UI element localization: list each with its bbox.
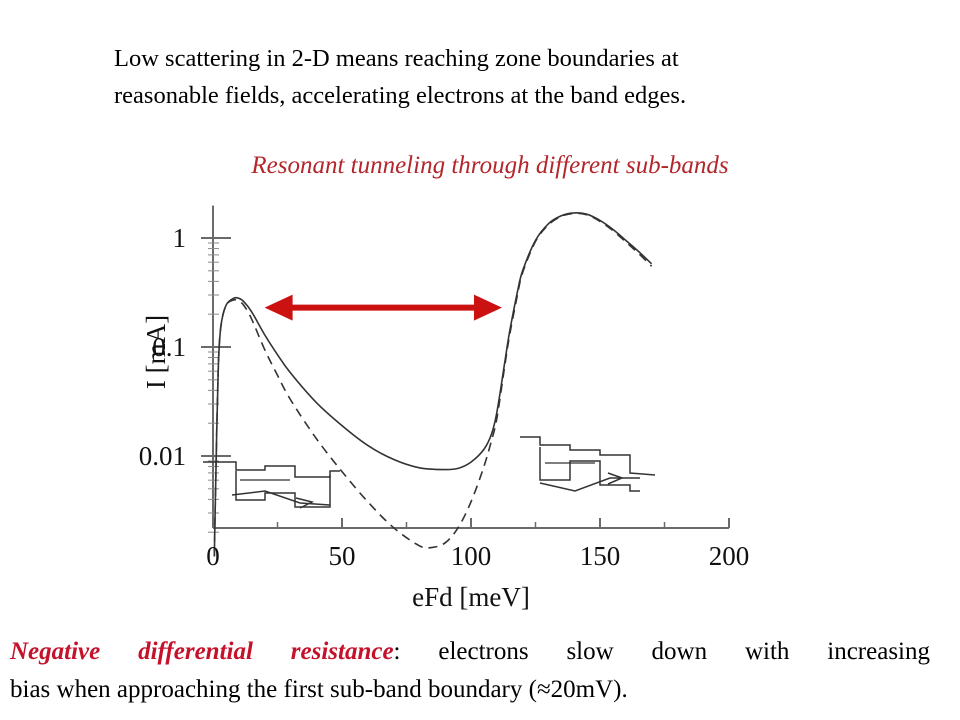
x-tick-label: 0 [206,541,220,571]
dashed-curve [213,212,653,557]
iv-chart: 0 50 100 150 200 1 0.1 0.01 eFd [meV] I [mA] [139,205,750,612]
intro-text: Low scattering in 2-D means reaching zon… [114,40,874,114]
ndr-term: Negative differential resistance [10,638,394,665]
band-sketches [203,436,656,509]
x-tick-label: 150 [580,541,621,571]
band-edge-upper-left [203,461,340,478]
arrow-head-right [473,294,502,321]
x-tick-label: 200 [709,541,750,571]
ndr-double-arrow [264,294,502,321]
intro-line-2: reasonable fields, accelerating electron… [114,82,687,109]
band-edge-lower-left [235,471,331,508]
footer-text: Negative differential resistance: electr… [10,633,930,709]
chart-curves [213,212,653,557]
footer-line-1: Negative differential resistance: electr… [10,633,930,671]
footer-line-2: bias when approaching the first sub-band… [10,676,628,703]
x-tick-label: 50 [329,541,356,571]
tilt-line-right [539,477,640,492]
x-axis-label: eFd [meV] [412,582,530,612]
x-tick-label: 100 [451,541,492,571]
y-axis-label: I [mA] [141,315,171,389]
band-edge-upper-right [520,436,656,476]
small-arrow-right [607,472,625,485]
small-arrow-left [295,497,315,509]
intro-line-1: Low scattering in 2-D means reaching zon… [114,45,679,72]
footer-line-1-rest: : electrons slow down with increasing [393,638,930,665]
band-edge-lower-right [539,447,640,492]
tick-labels: 0 50 100 150 200 1 0.1 0.01 [139,223,750,571]
tilt-line-left [231,490,331,506]
chart-axes [201,205,730,533]
chart-subtitle: Resonant tunneling through different sub… [251,152,729,179]
y-tick-label: 0.01 [139,441,186,471]
y-tick-label: 0.1 [152,332,186,362]
y-tick-label: 1 [173,223,187,253]
arrow-head-left [264,294,293,321]
solid-curve [213,212,653,557]
